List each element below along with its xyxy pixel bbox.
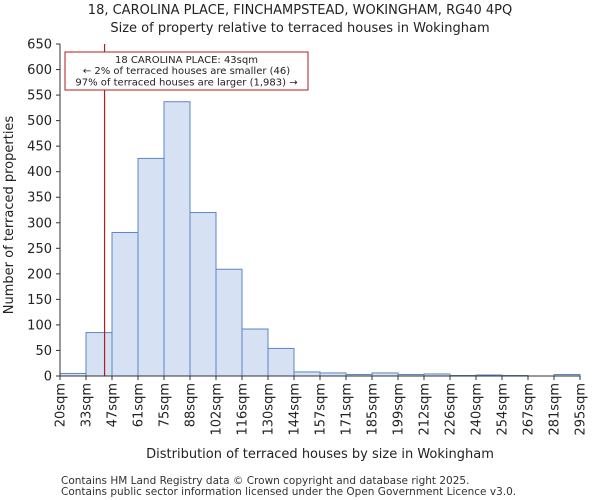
x-tick-label: 130sqm — [262, 383, 277, 436]
chart-title: 18, CAROLINA PLACE, FINCHAMPSTEAD, WOKIN… — [88, 3, 512, 18]
bar-61sqm — [137, 157, 165, 377]
x-tick-label: 20sqm — [54, 383, 69, 427]
x-tick-label: 240sqm — [470, 383, 485, 436]
y-tick-label: 250 — [27, 242, 52, 257]
y-tick-label: 0 — [44, 370, 52, 385]
bar-75sqm — [163, 101, 191, 377]
x-axis-label: Distribution of terraced houses by size … — [146, 447, 494, 462]
bar-130sqm — [267, 347, 295, 377]
y-tick-label: 200 — [27, 267, 52, 282]
footer-line-1: Contains HM Land Registry data © Crown c… — [61, 475, 469, 487]
y-tick-label: 300 — [27, 216, 52, 231]
annotation-line-3: 97% of terraced houses are larger (1,983… — [75, 77, 297, 88]
y-axis-label: Number of terraced properties — [2, 116, 17, 315]
bars-layer — [59, 101, 581, 377]
bar-88sqm — [189, 212, 217, 377]
x-tick-label: 75sqm — [158, 383, 173, 427]
y-tick-label: 100 — [27, 318, 52, 333]
annotation-box — [64, 51, 309, 91]
marker-layer: 18 CAROLINA PLACE: 43sqm← 2% of terraced… — [64, 44, 309, 376]
x-tick-label: 281sqm — [548, 383, 563, 436]
footer-line-2: Contains public sector information licen… — [61, 486, 516, 498]
x-tick-label: 267sqm — [522, 383, 537, 436]
annotation-line-2: ← 2% of terraced houses are smaller (46) — [83, 66, 290, 77]
x-tick-label: 144sqm — [288, 383, 303, 436]
x-tick-label: 157sqm — [314, 383, 329, 436]
x-tick-label: 116sqm — [236, 383, 251, 436]
x-tick-label: 33sqm — [80, 383, 95, 427]
y-tick-label: 650 — [27, 38, 52, 53]
x-tick-label: 61sqm — [132, 383, 147, 427]
bar-116sqm — [241, 328, 269, 377]
x-tick-label: 295sqm — [574, 383, 589, 436]
x-axis: 20sqm 33sqm 47sqm 61sqm 75sqm 88sqm 102sqm 116s… — [54, 375, 589, 436]
x-tick-label: 88sqm — [184, 383, 199, 427]
x-tick-label: 254sqm — [496, 383, 511, 436]
y-tick-label: 550 — [27, 89, 52, 104]
y-tick-label: 50 — [35, 344, 52, 359]
x-tick-label: 102sqm — [210, 383, 225, 436]
y-tick-label: 600 — [27, 63, 52, 78]
annotation-line-1: 18 CAROLINA PLACE: 43sqm — [115, 55, 258, 66]
y-tick-label: 400 — [27, 165, 52, 180]
x-tick-label: 185sqm — [366, 383, 381, 436]
bar-33sqm — [85, 332, 113, 377]
chart-subtitle: Size of property relative to terraced ho… — [110, 21, 489, 36]
x-tick-label: 47sqm — [106, 383, 121, 427]
x-tick-label: 212sqm — [418, 383, 433, 436]
y-tick-label: 150 — [27, 293, 52, 308]
y-tick-label: 350 — [27, 191, 52, 206]
y-tick-label: 500 — [27, 114, 52, 129]
y-tick-label: 450 — [27, 140, 52, 155]
x-tick-label: 199sqm — [392, 383, 407, 436]
y-axis: 0 50 100 150 200 250 300 350 400 450 500 550 600 650 — [27, 38, 61, 385]
bar-102sqm — [215, 268, 243, 377]
bar-144sqm — [293, 371, 321, 377]
x-tick-label: 226sqm — [444, 383, 459, 436]
bar-47sqm — [111, 231, 139, 377]
x-tick-label: 171sqm — [340, 383, 355, 436]
